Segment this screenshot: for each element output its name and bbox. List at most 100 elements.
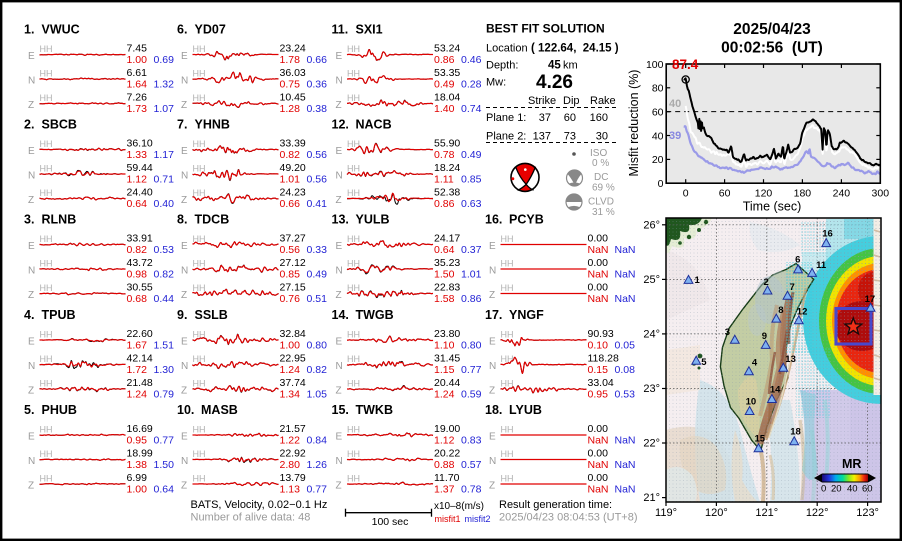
svg-text:12: 12 xyxy=(797,307,808,318)
svg-text:Depth:: Depth: xyxy=(486,60,518,72)
svg-text:6.99: 6.99 xyxy=(127,472,148,484)
svg-text:NaN: NaN xyxy=(588,483,609,495)
svg-text:N: N xyxy=(336,456,343,467)
svg-text:5: 5 xyxy=(701,357,707,368)
svg-text:160: 160 xyxy=(590,112,608,124)
svg-text:E: E xyxy=(28,337,35,348)
svg-text:60: 60 xyxy=(862,484,873,495)
svg-text:NaN: NaN xyxy=(588,244,609,256)
svg-text:0.86: 0.86 xyxy=(434,198,455,210)
svg-text:17: 17 xyxy=(865,294,876,305)
svg-text:Z: Z xyxy=(336,386,342,397)
svg-text:HH: HH xyxy=(193,474,206,484)
svg-text:CLVD: CLVD xyxy=(588,197,614,208)
svg-text:TWKB: TWKB xyxy=(356,403,394,417)
svg-text:0.64: 0.64 xyxy=(154,483,175,495)
svg-text:E: E xyxy=(336,337,343,348)
svg-text:HH: HH xyxy=(193,44,206,54)
svg-text:18.24: 18.24 xyxy=(434,162,460,174)
svg-text:Z: Z xyxy=(181,290,187,301)
svg-text:121°: 121° xyxy=(755,507,778,519)
svg-text:0.57: 0.57 xyxy=(461,459,482,471)
svg-text:73: 73 xyxy=(564,131,576,143)
svg-text:0.95: 0.95 xyxy=(127,434,148,446)
svg-text:E: E xyxy=(181,51,188,62)
svg-text:N: N xyxy=(28,266,35,277)
svg-text:1.00: 1.00 xyxy=(280,339,301,351)
svg-text:NaN: NaN xyxy=(615,293,636,305)
svg-text:1.: 1. xyxy=(24,23,34,37)
svg-text:MR: MR xyxy=(842,457,861,471)
svg-text:Number of alive data: 48: Number of alive data: 48 xyxy=(191,512,311,524)
svg-text:HH: HH xyxy=(40,69,53,79)
svg-text:HH: HH xyxy=(347,354,360,364)
svg-text:HH: HH xyxy=(501,425,514,435)
svg-text:HH: HH xyxy=(501,259,514,269)
svg-text:Z: Z xyxy=(181,100,187,111)
svg-text:30: 30 xyxy=(596,131,608,143)
svg-text:HH: HH xyxy=(40,44,53,54)
svg-text:0.69: 0.69 xyxy=(154,54,175,66)
svg-text:1.07: 1.07 xyxy=(154,103,175,115)
svg-text:1.00: 1.00 xyxy=(127,54,148,66)
svg-text:6: 6 xyxy=(795,255,800,266)
svg-text:0.71: 0.71 xyxy=(154,173,175,185)
svg-text:E: E xyxy=(336,432,343,443)
svg-text:0.49: 0.49 xyxy=(461,149,482,161)
svg-text:40: 40 xyxy=(652,130,664,142)
svg-text:0.00: 0.00 xyxy=(588,257,609,269)
svg-text:100 sec: 100 sec xyxy=(372,516,409,528)
svg-text:24.23: 24.23 xyxy=(280,187,306,199)
svg-text:HH: HH xyxy=(501,354,514,364)
svg-text:HH: HH xyxy=(40,164,53,174)
svg-text:20.44: 20.44 xyxy=(434,377,460,389)
svg-text:NaN: NaN xyxy=(615,434,636,446)
svg-text:0.00: 0.00 xyxy=(588,282,609,294)
svg-text:Z: Z xyxy=(181,386,187,397)
svg-text:0.86: 0.86 xyxy=(461,293,482,305)
svg-text:8: 8 xyxy=(778,305,783,316)
svg-text:HH: HH xyxy=(501,449,514,459)
svg-text:26°: 26° xyxy=(643,219,660,231)
svg-text:0.40: 0.40 xyxy=(154,198,175,210)
svg-text:E: E xyxy=(181,432,188,443)
svg-text:0.98: 0.98 xyxy=(127,268,148,280)
svg-text:HH: HH xyxy=(40,188,53,198)
svg-text:1.64: 1.64 xyxy=(127,78,148,90)
svg-text:0.33: 0.33 xyxy=(307,244,328,256)
svg-text:N: N xyxy=(28,361,35,372)
svg-text:11: 11 xyxy=(816,260,827,271)
svg-text:0.66: 0.66 xyxy=(280,198,301,210)
svg-text:HH: HH xyxy=(40,139,53,149)
svg-text:E: E xyxy=(28,241,35,252)
svg-text:Dip: Dip xyxy=(563,95,580,107)
svg-text:2025/04/23: 2025/04/23 xyxy=(733,21,811,38)
svg-text:0.37: 0.37 xyxy=(461,244,482,256)
svg-text:NaN: NaN xyxy=(588,293,609,305)
svg-text:11.70: 11.70 xyxy=(434,472,460,484)
svg-text:HH: HH xyxy=(347,44,360,54)
svg-text:Strike: Strike xyxy=(528,95,556,107)
svg-text:6.61: 6.61 xyxy=(127,67,148,79)
svg-text:Z: Z xyxy=(181,195,187,206)
svg-text:180: 180 xyxy=(794,188,812,200)
svg-text:HH: HH xyxy=(40,330,53,340)
svg-text:15: 15 xyxy=(755,434,766,445)
svg-text:24.17: 24.17 xyxy=(434,233,460,245)
svg-text:Z: Z xyxy=(28,386,34,397)
svg-text:N: N xyxy=(336,76,343,87)
svg-text:1.67: 1.67 xyxy=(127,339,148,351)
svg-text:2: 2 xyxy=(764,277,769,288)
svg-text:1.01: 1.01 xyxy=(280,173,301,185)
svg-text:1.73: 1.73 xyxy=(127,103,148,115)
svg-text:3: 3 xyxy=(725,327,730,338)
svg-text:60: 60 xyxy=(652,107,664,119)
svg-text:HH: HH xyxy=(347,234,360,244)
svg-text:35.23: 35.23 xyxy=(434,257,460,269)
svg-text:HH: HH xyxy=(40,354,53,364)
svg-text:0.82: 0.82 xyxy=(280,149,301,161)
svg-text:LYUB: LYUB xyxy=(509,403,542,417)
svg-text:1: 1 xyxy=(695,275,701,286)
svg-text:7.26: 7.26 xyxy=(127,92,148,104)
svg-text:1.13: 1.13 xyxy=(280,483,301,495)
